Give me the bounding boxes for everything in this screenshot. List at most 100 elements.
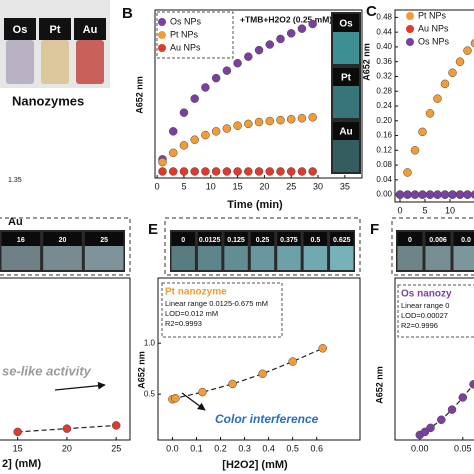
vial-label: 0.375 <box>280 237 298 244</box>
data-point <box>426 423 435 433</box>
vial <box>6 40 34 84</box>
legend-label: Os NPs <box>170 16 202 26</box>
legend-marker <box>158 18 166 26</box>
vial-cap <box>250 232 275 246</box>
vial <box>333 86 359 118</box>
data-point <box>433 190 442 199</box>
data-point <box>168 148 178 158</box>
x-tick-label: 10 <box>206 181 216 191</box>
y-tick-label: 0.00 <box>376 190 392 199</box>
x-tick-label: 0.4 <box>262 443 275 453</box>
x-tick-label: 0.05 <box>454 443 472 453</box>
vial-frame <box>391 217 474 276</box>
x-tick-label: 5 <box>422 205 427 215</box>
vial-cap <box>397 232 423 246</box>
data-point <box>62 424 72 433</box>
data-point <box>425 109 435 118</box>
vial-label: 16 <box>17 237 25 244</box>
legend-marker <box>158 44 166 52</box>
vial-frame <box>0 217 131 276</box>
data-point <box>244 119 253 129</box>
data-point <box>111 421 121 430</box>
data-point <box>410 146 420 155</box>
data-point <box>470 39 474 48</box>
y-tick-label: 0.32 <box>376 72 392 81</box>
vial-cap <box>43 232 82 246</box>
y-tick-label: 1.0 <box>144 338 156 347</box>
data-point <box>222 167 232 176</box>
arrow <box>54 381 106 391</box>
vial-cap <box>4 18 36 40</box>
plot-frame <box>0 277 131 441</box>
vial-cap <box>333 68 359 86</box>
data-point <box>403 168 412 177</box>
data-point <box>276 34 285 44</box>
vial-cap <box>453 232 474 246</box>
data-point <box>455 190 465 199</box>
data-point <box>201 130 210 140</box>
vial <box>43 246 82 270</box>
data-point <box>201 167 210 176</box>
y-tick-label: 0.08 <box>376 160 392 169</box>
vial <box>425 246 451 270</box>
x-axis-label: 2] (mM) <box>2 458 41 470</box>
data-point <box>447 405 457 414</box>
legend-label: Pt NPs <box>170 29 199 39</box>
info-box <box>397 284 474 338</box>
data-point <box>297 24 307 33</box>
x-tick-label: 0.0 <box>166 443 179 453</box>
vial-cap <box>224 232 248 246</box>
info-line: Linear range 0 <box>401 301 449 310</box>
vial-cap <box>171 232 195 246</box>
vial-label: 0.0125 <box>199 237 221 244</box>
vial-label: Pt <box>341 73 352 84</box>
x-tick-label: 0 <box>397 205 402 215</box>
annotation: Color interference <box>215 412 319 426</box>
y-tick-label: 0.24 <box>376 101 392 110</box>
plot-frame <box>157 277 361 441</box>
data-point <box>433 94 442 103</box>
legend-box <box>156 11 234 59</box>
vial-label: Pt <box>50 24 61 36</box>
x-tick-label: 25 <box>286 181 296 191</box>
data-point <box>395 190 405 199</box>
vial <box>303 246 328 270</box>
data-point <box>276 167 285 176</box>
vial-label: Au <box>83 24 98 36</box>
x-axis-label: [H2O2] (mM) <box>222 459 288 471</box>
y-tick-label: 0.04 <box>376 175 392 184</box>
info-line: R2=0.9996 <box>401 321 438 330</box>
data-point <box>13 427 22 437</box>
data-point <box>168 167 178 176</box>
data-point <box>265 40 275 49</box>
vial-cap <box>1 232 41 246</box>
data-point <box>190 167 199 176</box>
vial-label: 0.125 <box>227 237 245 244</box>
y-tick-label: 0.12 <box>376 145 392 154</box>
vial-label: Os <box>13 24 28 36</box>
info-title: Pt nanozyme <box>165 287 227 298</box>
vial <box>84 246 124 270</box>
vial <box>330 246 354 270</box>
data-point <box>254 167 264 176</box>
data-point <box>233 121 242 130</box>
data-point <box>254 117 264 127</box>
legend-marker <box>158 31 166 39</box>
data-point <box>455 57 465 66</box>
info-line: LOD=0.00027 <box>401 311 448 320</box>
vial-label: 0 <box>408 237 412 244</box>
y-tick-label: 0.48 <box>376 12 392 21</box>
vial <box>224 246 248 270</box>
legend-marker <box>406 38 414 46</box>
legend-label: Au NPs <box>170 42 201 52</box>
data-point <box>233 167 242 176</box>
row-label: Au <box>8 216 23 228</box>
data-point <box>463 190 472 199</box>
vial-cap <box>39 18 71 40</box>
y-axis-label: A652 nm <box>136 351 146 389</box>
data-point <box>470 190 474 199</box>
data-point <box>410 190 420 199</box>
info-box <box>161 282 283 338</box>
data-point <box>437 415 446 424</box>
